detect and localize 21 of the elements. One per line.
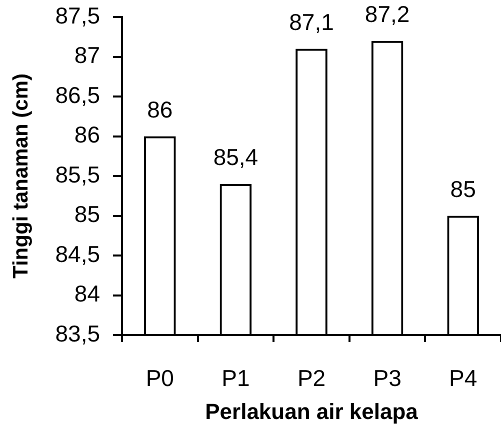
y-tick-label: 87 [74,42,100,68]
y-tick-label: 84 [74,280,100,307]
y-axis-title: Tinggi tanaman (cm) [9,74,32,278]
y-tick-label: 86 [74,122,100,148]
x-tick-label: P1 [222,365,250,392]
data-label: 87,1 [289,8,334,35]
y-tick-label: 85,5 [55,161,100,188]
y-tick-label: 83,5 [55,320,100,346]
x-tick-label: P0 [146,365,174,392]
y-tick-label: 85 [74,201,100,228]
y-tick-label: 87,5 [55,2,100,28]
x-tick-label: P2 [297,365,326,392]
y-tick-label: 86,5 [55,82,100,108]
x-axis-title: Perlakuan air kelapa [205,398,419,424]
data-label: 85,4 [213,144,258,170]
y-tick-label: 84,5 [55,240,100,267]
data-label: 86 [147,96,173,122]
x-tick-label: P3 [373,365,402,392]
data-label: 85 [450,176,476,202]
data-label: 87,2 [364,0,410,27]
x-tick-label: P4 [449,365,478,392]
